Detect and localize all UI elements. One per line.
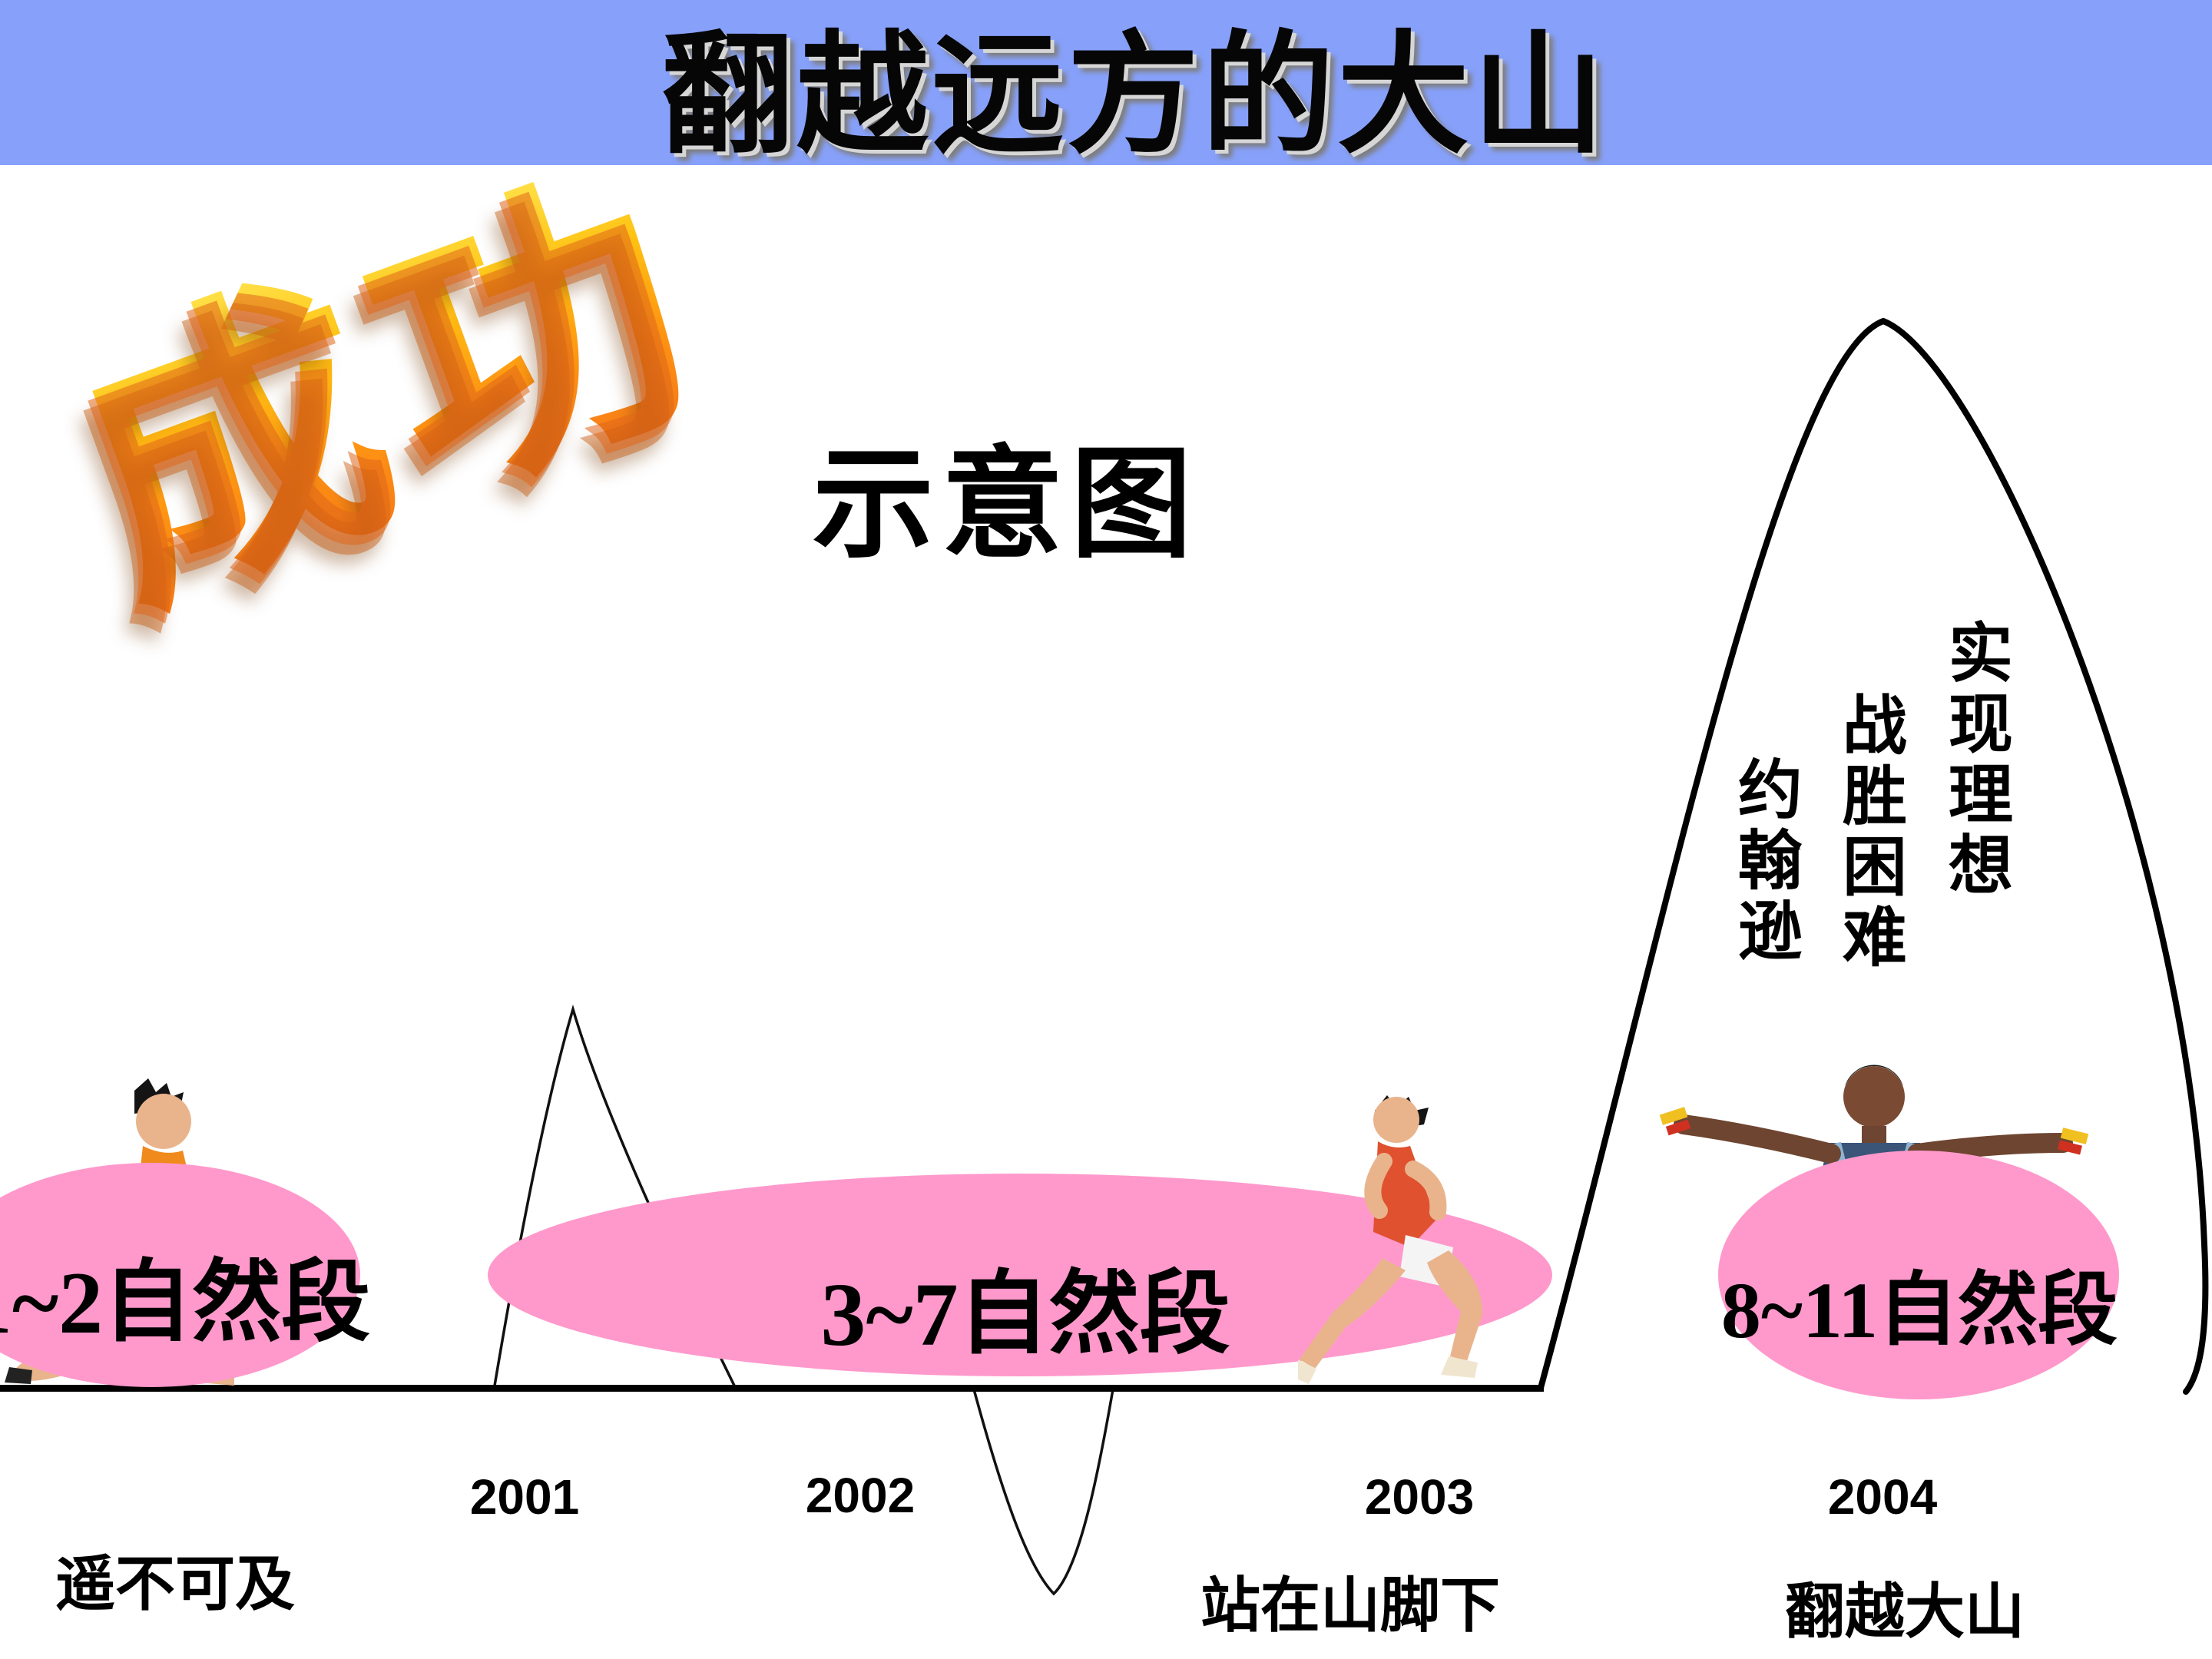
caption-out-of-reach: 遥不可及 xyxy=(55,1551,295,1618)
year-label-2004: 2004 xyxy=(1827,1469,1938,1525)
slide-title: 翻越远方的大山 xyxy=(661,21,1608,169)
year-label-2003: 2003 xyxy=(1364,1469,1475,1525)
stage-label-3: 8~11自然段 xyxy=(1720,1267,2118,1355)
dip-curve xyxy=(972,1389,1114,1596)
stage-label-2: 3~7自然段 xyxy=(820,1264,1230,1365)
year-label-2002: 2002 xyxy=(805,1468,916,1523)
big-mountain-curve xyxy=(1538,317,2209,1395)
caption-over-mountain: 翻越大山 xyxy=(1784,1578,2025,1645)
timeline-axis xyxy=(0,1385,1544,1392)
mountain-label-johnson: 约翰逊 xyxy=(1728,756,1800,968)
caption-foot-of-mountain: 站在山脚下 xyxy=(1200,1572,1500,1639)
stage-ellipse-3 xyxy=(1718,1151,2119,1399)
mountain-label-overcome: 战胜困难 xyxy=(1833,691,1905,974)
stage-ellipse-1 xyxy=(0,1163,360,1387)
mountain-label-ideal: 实现理想 xyxy=(1939,619,2011,902)
subtitle-schematic: 示意图 xyxy=(813,439,1200,573)
stage-label-1: 1~2自然段 xyxy=(0,1254,371,1353)
title-banner: 翻越远方的大山 xyxy=(0,0,2212,169)
athlete-running-photo xyxy=(1298,1095,1483,1384)
year-label-2001: 2001 xyxy=(469,1469,580,1525)
